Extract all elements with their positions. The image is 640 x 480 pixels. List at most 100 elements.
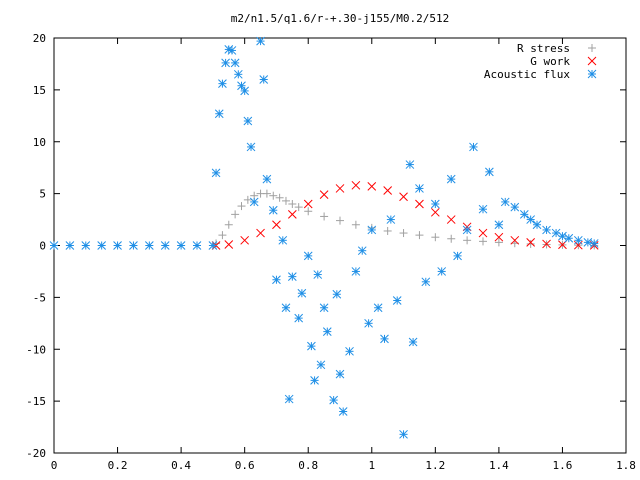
data-point xyxy=(281,303,291,313)
data-point xyxy=(237,81,246,91)
data-point xyxy=(211,168,221,178)
data-point xyxy=(65,241,75,250)
data-point xyxy=(405,160,415,169)
data-point xyxy=(399,229,408,238)
data-point xyxy=(446,215,456,224)
data-point xyxy=(240,86,250,96)
data-point xyxy=(129,241,138,250)
data-point xyxy=(469,142,478,152)
y-tick-label: 5 xyxy=(39,188,46,201)
data-point xyxy=(463,236,472,245)
data-point xyxy=(224,220,233,229)
data-point xyxy=(237,202,246,211)
x-tick-label: 1 xyxy=(368,459,375,472)
y-tick-label: -5 xyxy=(33,291,46,304)
data-point xyxy=(243,195,252,204)
data-point xyxy=(478,204,488,214)
data-point xyxy=(288,200,297,208)
data-point xyxy=(319,190,329,200)
data-point xyxy=(453,251,462,261)
data-point xyxy=(294,203,303,212)
x-tick-label: 0.6 xyxy=(235,459,255,472)
data-point xyxy=(500,197,510,207)
data-point xyxy=(335,369,345,379)
data-point xyxy=(144,241,154,250)
data-point xyxy=(287,210,297,219)
data-point xyxy=(233,69,243,79)
data-point xyxy=(526,215,536,224)
x-tick-label: 1.2 xyxy=(425,459,445,472)
data-point xyxy=(329,395,338,405)
data-point xyxy=(478,228,488,238)
data-point xyxy=(316,360,326,370)
data-point xyxy=(479,237,487,246)
data-point xyxy=(338,407,348,416)
data-point xyxy=(230,58,240,68)
data-point xyxy=(415,231,424,240)
data-point xyxy=(462,225,472,235)
data-point xyxy=(373,303,383,313)
data-point xyxy=(392,296,402,305)
data-point xyxy=(262,174,272,184)
data-point xyxy=(399,192,408,202)
data-point xyxy=(320,212,329,221)
data-point xyxy=(519,210,529,219)
y-tick-label: 0 xyxy=(39,240,46,253)
data-point xyxy=(307,341,316,351)
x-tick-label: 0.2 xyxy=(108,459,128,472)
data-point xyxy=(231,210,240,219)
data-point xyxy=(587,56,597,66)
data-point xyxy=(297,288,307,298)
data-point xyxy=(588,44,596,52)
y-tick-label: -20 xyxy=(26,447,46,460)
data-point xyxy=(573,235,583,245)
data-point xyxy=(415,199,424,209)
data-point xyxy=(272,220,281,230)
data-point xyxy=(272,275,281,285)
data-point xyxy=(281,196,290,205)
series-acoustic-flux xyxy=(49,36,599,439)
data-point xyxy=(208,241,218,250)
data-point xyxy=(351,180,361,190)
data-point xyxy=(269,191,278,200)
data-point xyxy=(278,235,288,245)
data-point xyxy=(386,215,396,224)
data-point xyxy=(532,220,542,230)
data-point xyxy=(430,199,440,209)
x-tick-label: 0 xyxy=(51,459,58,472)
x-tick-label: 1.4 xyxy=(489,459,509,472)
data-point xyxy=(564,233,574,243)
data-point xyxy=(364,318,373,328)
data-point xyxy=(192,241,202,250)
x-tick-label: 1.8 xyxy=(616,459,636,472)
x-tick-label: 1.6 xyxy=(553,459,573,472)
data-point xyxy=(113,241,122,250)
y-tick-label: 10 xyxy=(33,136,46,149)
data-point xyxy=(227,46,237,55)
data-point xyxy=(587,69,597,79)
data-point xyxy=(319,303,329,313)
data-point xyxy=(256,228,265,238)
data-point xyxy=(176,241,186,250)
data-point xyxy=(383,226,392,235)
data-point xyxy=(243,116,253,126)
data-point xyxy=(336,216,344,225)
data-point xyxy=(542,239,551,249)
data-point xyxy=(160,241,170,250)
data-point xyxy=(351,220,360,229)
data-point xyxy=(259,75,269,84)
data-point xyxy=(367,182,377,191)
y-tick-label: -10 xyxy=(26,343,46,356)
data-point xyxy=(485,167,494,177)
data-point xyxy=(408,337,418,347)
y-tick-label: -15 xyxy=(26,395,46,408)
data-point xyxy=(421,277,431,287)
data-point xyxy=(246,142,256,152)
data-point xyxy=(218,79,227,89)
data-point xyxy=(310,376,319,385)
data-point xyxy=(431,233,440,242)
data-point xyxy=(367,225,377,235)
data-point xyxy=(214,109,224,119)
data-point xyxy=(430,207,440,217)
